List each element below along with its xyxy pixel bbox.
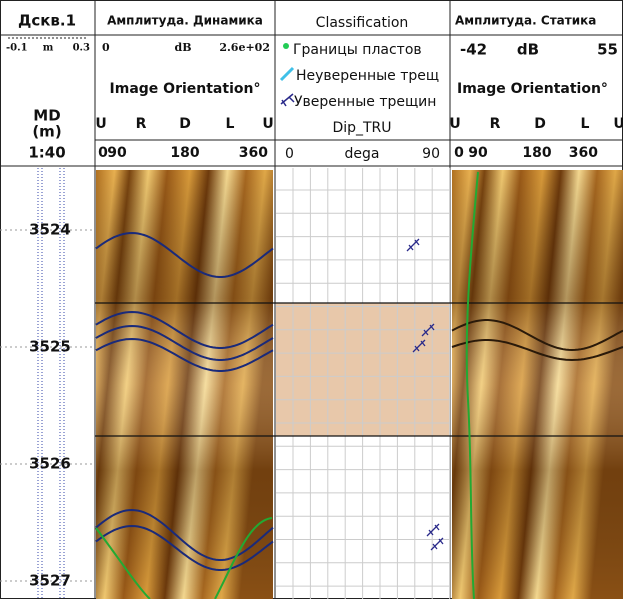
depth-label: 3527 — [29, 572, 71, 590]
scale-min: -42 — [460, 41, 487, 59]
orientation-label: Image Orientation° — [457, 81, 608, 97]
direction-label: U — [95, 116, 106, 132]
direction-label: D — [534, 116, 546, 132]
image-shade — [452, 170, 623, 599]
degree-label: 0 — [454, 145, 464, 161]
log-data: 3524 3525 3526 3527 — [0, 168, 623, 599]
curve-name: Dip_TRU — [332, 120, 391, 136]
scale-min: 0 — [285, 146, 294, 162]
degree-label: 180 — [170, 145, 199, 161]
legend-entry: Границы пластов — [293, 42, 422, 58]
depth-label: 3525 — [29, 338, 71, 356]
scale-unit: m — [43, 43, 54, 54]
degree-label: 360 — [239, 145, 268, 161]
depth-label: 3524 — [29, 221, 71, 239]
direction-label: U — [613, 116, 623, 132]
degree-label: 90 — [468, 145, 488, 161]
scale-max: 0.3 — [73, 43, 90, 54]
track-title: Classification — [316, 15, 409, 31]
direction-label: U — [449, 116, 460, 132]
scale-max: 90 — [422, 146, 440, 162]
scale-unit: dB — [517, 41, 539, 59]
direction-label: R — [490, 116, 501, 132]
scale-unit: dega — [345, 146, 380, 162]
dip-marker — [407, 239, 419, 251]
degree-label: 90 — [107, 145, 127, 161]
legend-entry: Неуверенные трещ — [296, 68, 439, 84]
orientation-label: Image Orientation° — [110, 81, 261, 97]
direction-label: D — [179, 116, 191, 132]
track-title: Дскв.1 — [18, 12, 76, 30]
direction-label: L — [581, 116, 590, 132]
legend-icon — [281, 94, 294, 106]
direction-label: R — [136, 116, 147, 132]
dip-marker — [427, 524, 439, 536]
track-title: Амплитуда. Статика — [455, 14, 596, 28]
scale-min: -0.1 — [6, 43, 28, 54]
depth-ratio: 1:40 — [28, 144, 65, 162]
degree-label: 360 — [569, 145, 598, 161]
scale-min: 0 — [102, 41, 110, 54]
degree-label: 180 — [522, 145, 551, 161]
legend-icon — [281, 68, 293, 80]
scale-max: 55 — [597, 41, 618, 59]
well-log: Дскв.1 -0.1 m 0.3 MD (m) 1:40 Амплитуда.… — [0, 0, 623, 599]
legend-entry: Уверенные трещин — [294, 94, 436, 110]
direction-label: L — [226, 116, 235, 132]
depth-label: 3526 — [29, 455, 71, 473]
direction-label: U — [262, 116, 273, 132]
scale-max: 2.6e+02 — [219, 41, 270, 54]
track-title: Амплитуда. Динамика — [107, 14, 263, 28]
legend-icon — [283, 43, 289, 49]
axis-unit: (m) — [32, 123, 61, 141]
scale-unit: dB — [175, 41, 192, 54]
